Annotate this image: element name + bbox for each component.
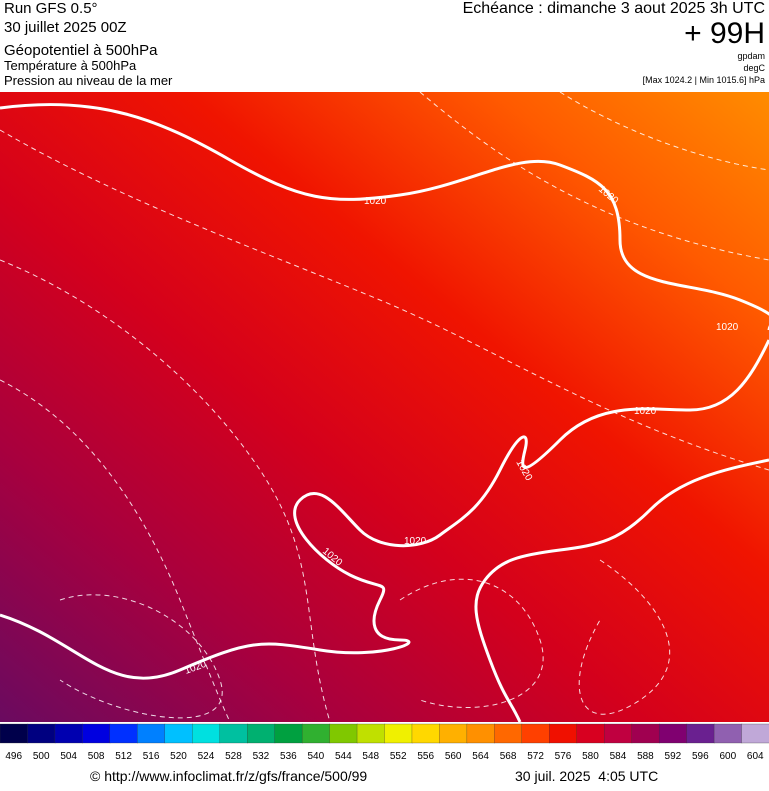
scale-label: 532 bbox=[253, 751, 270, 762]
scale-label: 516 bbox=[143, 751, 160, 762]
scale-label: 520 bbox=[170, 751, 187, 762]
scale-swatch bbox=[466, 723, 496, 744]
contour bbox=[419, 91, 769, 261]
scale-swatch bbox=[741, 723, 769, 744]
scale-label: 604 bbox=[747, 751, 764, 762]
isobar-label: 1020 bbox=[404, 536, 427, 547]
layer: Géopotentiel à 500hPa bbox=[4, 42, 158, 59]
scale-swatch bbox=[604, 723, 633, 744]
scale-swatch bbox=[0, 723, 29, 744]
scale-swatch bbox=[576, 723, 605, 744]
scale-label: 536 bbox=[280, 751, 297, 762]
scale-swatch bbox=[549, 723, 578, 744]
scale-label: 552 bbox=[390, 751, 407, 762]
unit: degC bbox=[743, 63, 765, 73]
scale-label: 596 bbox=[692, 751, 709, 762]
scale-label: 512 bbox=[115, 751, 132, 762]
scale-label: 548 bbox=[362, 751, 379, 762]
scale-label: 560 bbox=[445, 751, 462, 762]
scale-swatch bbox=[301, 723, 331, 744]
scale-swatch bbox=[82, 723, 111, 744]
scale-label: 544 bbox=[335, 751, 352, 762]
scale-label: 568 bbox=[500, 751, 517, 762]
layer: Pression au niveau de la mer bbox=[4, 73, 173, 88]
scale-swatch bbox=[521, 723, 550, 744]
scale-label: 508 bbox=[88, 751, 105, 762]
isobar-label: 1020 bbox=[716, 322, 739, 333]
map: 1020 1020 1020 1020 1020 1020 1020 1020 bbox=[0, 91, 769, 723]
contour bbox=[559, 91, 769, 171]
isobar bbox=[474, 458, 769, 723]
source: © http://www.infoclimat.fr/z/gfs/france/… bbox=[90, 768, 367, 784]
scale-swatch bbox=[329, 723, 358, 744]
scale-swatch bbox=[658, 723, 688, 744]
scale-swatch bbox=[274, 723, 303, 744]
scale-label: 588 bbox=[637, 751, 654, 762]
scale-label: 584 bbox=[610, 751, 627, 762]
scale-swatch bbox=[494, 723, 523, 744]
scale-label: 556 bbox=[417, 751, 434, 762]
contour bbox=[0, 259, 331, 723]
unit: gpdam bbox=[737, 51, 765, 61]
scale-label: 580 bbox=[582, 751, 599, 762]
scale-swatch bbox=[27, 723, 56, 744]
scale-swatch bbox=[192, 723, 221, 744]
valid-time: Echéance : dimanche 3 aout 2025 3h UTC bbox=[463, 0, 765, 17]
contour bbox=[0, 129, 769, 471]
layer: Température à 500hPa bbox=[4, 58, 137, 73]
run: Run GFS 0.5° bbox=[4, 0, 98, 17]
scale-swatch bbox=[384, 723, 413, 744]
scale-label: 496 bbox=[5, 751, 22, 762]
scale-swatch bbox=[439, 723, 468, 744]
scale-swatch bbox=[164, 723, 193, 744]
isobar bbox=[0, 103, 769, 330]
lead-time: + 99H bbox=[684, 17, 765, 50]
scale-label: 564 bbox=[472, 751, 489, 762]
scale-swatch bbox=[411, 723, 441, 744]
scale-swatch bbox=[109, 723, 138, 744]
timestamp: 30 juil. 2025 4:05 UTC bbox=[515, 768, 658, 784]
scale-label: 500 bbox=[33, 751, 50, 762]
run-date: 30 juillet 2025 00Z bbox=[4, 19, 127, 36]
scale-label: 600 bbox=[719, 751, 736, 762]
scale-label: 592 bbox=[665, 751, 682, 762]
scale-label: 504 bbox=[60, 751, 77, 762]
scale-swatch bbox=[219, 723, 248, 744]
scale-swatch bbox=[713, 723, 743, 744]
scale-swatch bbox=[631, 723, 660, 744]
isobar-label: 1020 bbox=[364, 196, 387, 207]
scale-swatch bbox=[247, 723, 276, 744]
scale-label: 528 bbox=[225, 751, 242, 762]
scale-swatch bbox=[137, 723, 166, 744]
pressure-range: [Max 1024.2 | Min 1015.6] hPa bbox=[643, 75, 765, 85]
contour bbox=[0, 379, 231, 723]
isobar-label: 1020 bbox=[634, 406, 657, 417]
scale-label: 572 bbox=[527, 751, 544, 762]
scale-swatch bbox=[54, 723, 84, 744]
scale-swatch bbox=[686, 723, 715, 744]
scale-label: 524 bbox=[198, 751, 215, 762]
color-scale: 496 500 504 508 512 516 520 524 528 532 536 540 544 5… bbox=[0, 723, 769, 762]
scale-label: 540 bbox=[307, 751, 324, 762]
isobar bbox=[0, 339, 769, 680]
contour bbox=[399, 578, 544, 708]
scale-label: 576 bbox=[555, 751, 572, 762]
scale-swatch bbox=[356, 723, 386, 744]
contour bbox=[578, 559, 671, 715]
contour bbox=[59, 594, 223, 719]
